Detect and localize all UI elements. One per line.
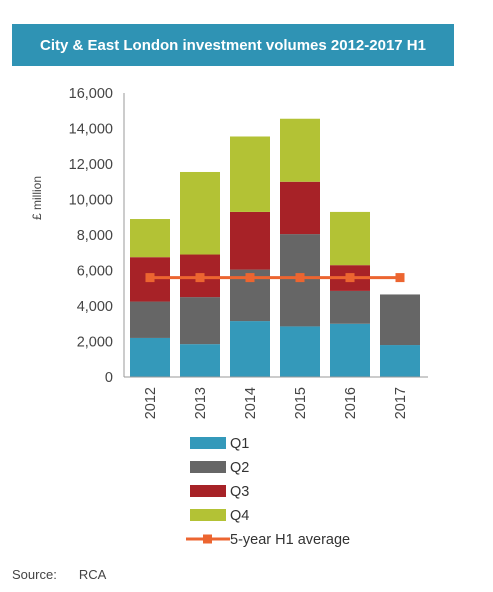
bar-q3-2015: [280, 181, 320, 235]
bar-q1-2014: [230, 321, 270, 377]
y-tick-label: 14,000: [69, 122, 113, 138]
bar-q4-2015: [280, 118, 320, 182]
legend-swatch-average-marker: [203, 534, 212, 544]
y-tick-label: 6,000: [77, 264, 113, 280]
bar-q4-2012: [130, 219, 170, 258]
average-marker-2013: [195, 273, 205, 283]
y-tick-label: 10,000: [69, 193, 113, 209]
source-value: RCA: [78, 567, 107, 582]
legend-label-q2: Q2: [230, 460, 249, 476]
bar-q4-2014: [230, 136, 270, 212]
legend-swatch-q2: [190, 461, 226, 473]
bar-q1-2013: [180, 344, 220, 377]
source-label: Source:: [12, 567, 57, 582]
average-marker-2016: [345, 273, 355, 283]
bar-q2-2016: [330, 290, 370, 324]
bar-q4-2016: [330, 211, 370, 266]
y-tick-label: 16,000: [69, 86, 113, 102]
legend-label-q4: Q4: [230, 508, 249, 524]
y-tick-label: 2,000: [77, 335, 113, 351]
bar-q2-2012: [130, 301, 170, 338]
legend-label-q3: Q3: [230, 484, 249, 500]
y-tick-label: 12,000: [69, 157, 113, 173]
average-marker-2015: [295, 273, 305, 283]
x-tick-label: 2013: [193, 387, 209, 419]
bar-q1-2016: [330, 323, 370, 377]
bar-q4-2013: [180, 171, 220, 255]
bar-q3-2014: [230, 211, 270, 270]
bar-q1-2017: [380, 345, 420, 377]
legend-swatch-q4: [190, 509, 226, 521]
bar-q1-2012: [130, 337, 170, 377]
y-tick-label: 4,000: [77, 299, 113, 315]
x-tick-label: 2017: [393, 387, 409, 419]
bar-q1-2015: [280, 326, 320, 377]
average-marker-2014: [245, 273, 255, 283]
legend-swatch-q1: [190, 437, 226, 449]
source-note: Source: RCA: [12, 567, 106, 582]
y-tick-label: 8,000: [77, 228, 113, 244]
x-tick-label: 2016: [343, 387, 359, 419]
legend-label-5-year-h1-average: 5-year H1 average: [230, 532, 350, 548]
chart-title-bar: City & East London investment volumes 20…: [12, 24, 454, 66]
x-tick-label: 2014: [243, 387, 259, 419]
chart-title: City & East London investment volumes 20…: [40, 36, 426, 54]
bar-q2-2017: [380, 294, 420, 346]
bar-q2-2013: [180, 297, 220, 345]
average-marker-2012: [145, 273, 155, 283]
legend-swatch-q3: [190, 485, 226, 497]
x-tick-label: 2015: [293, 387, 309, 419]
legend-label-q1: Q1: [230, 436, 249, 452]
y-axis-title: £ million: [30, 176, 44, 220]
x-tick-label: 2012: [143, 387, 159, 419]
average-marker-2017: [395, 273, 405, 283]
y-tick-label: 0: [105, 370, 113, 386]
